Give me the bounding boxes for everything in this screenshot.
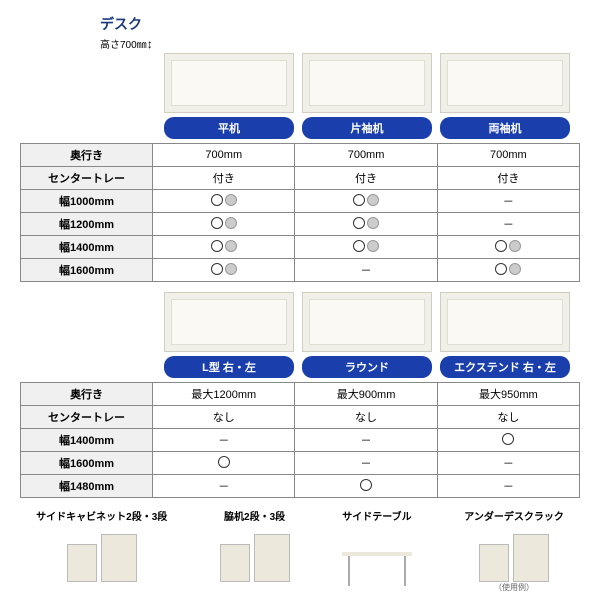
row-label: 幅1480mm — [21, 475, 153, 498]
row-label: 奥行き — [21, 144, 153, 167]
column-pill: 片袖机 — [302, 117, 432, 139]
table-cell: － — [437, 213, 579, 236]
spec-table-2: 奥行き最大1200mm最大900mm最大950mmセンタートレーなしなしなし幅1… — [20, 382, 580, 498]
desk-image — [440, 53, 570, 113]
table-cell: － — [153, 429, 295, 452]
pill-row-1: 平机片袖机両袖机 — [10, 117, 590, 139]
table-cell — [295, 475, 437, 498]
page-title: デスク — [100, 14, 590, 34]
table-cell — [437, 236, 579, 259]
table-cell: － — [295, 452, 437, 475]
table-cell: 付き — [295, 167, 437, 190]
row-label: 幅1000mm — [21, 190, 153, 213]
table-cell: － — [153, 475, 295, 498]
table-cell — [437, 429, 579, 452]
accessory-image — [220, 527, 290, 582]
table-cell — [153, 236, 295, 259]
usage-note: （使用例） — [464, 582, 564, 593]
accessories-row: サイドキャビネット2段・3段 脇机2段・3段 サイドテーブル アンダーデスクラック （使… — [10, 508, 590, 593]
row-label: 奥行き — [21, 383, 153, 406]
accessory-image — [36, 527, 167, 582]
desk-image — [164, 292, 294, 352]
row-label: 幅1400mm — [21, 429, 153, 452]
table-cell: － — [295, 259, 437, 282]
accessory-label: サイドキャビネット2段・3段 — [36, 508, 167, 523]
column-pill: 両袖机 — [440, 117, 570, 139]
accessory-image — [342, 527, 412, 582]
column-pill: ラウンド — [302, 356, 432, 378]
height-label: 高さ700㎜↕ — [100, 36, 590, 51]
table-cell — [153, 190, 295, 213]
table-cell: なし — [295, 406, 437, 429]
table-cell: 付き — [437, 167, 579, 190]
row-label: 幅1400mm — [21, 236, 153, 259]
row-label: 幅1200mm — [21, 213, 153, 236]
table-cell — [153, 452, 295, 475]
table-cell: － — [295, 429, 437, 452]
height-arrow-icon: ↕ — [147, 37, 153, 51]
desk-image — [302, 292, 432, 352]
table-cell: 700mm — [153, 144, 295, 167]
table-cell: 700mm — [295, 144, 437, 167]
table-cell — [153, 213, 295, 236]
table-cell: なし — [153, 406, 295, 429]
pill-row-2: L型 右・左ラウンドエクステンド 右・左 — [10, 356, 590, 378]
desk-images-1 — [10, 53, 590, 113]
row-label: センタートレー — [21, 406, 153, 429]
table-cell: － — [437, 190, 579, 213]
accessory-label: サイドテーブル — [342, 508, 412, 523]
accessory-label: 脇机2段・3段 — [220, 508, 290, 523]
table-cell — [295, 213, 437, 236]
table-cell — [295, 190, 437, 213]
table-cell: 最大1200mm — [153, 383, 295, 406]
accessory-item: アンダーデスクラック （使用例） — [464, 508, 564, 593]
desk-image — [164, 53, 294, 113]
table-cell: 最大900mm — [295, 383, 437, 406]
accessory-item: サイドテーブル — [342, 508, 412, 593]
row-label: センタートレー — [21, 167, 153, 190]
column-pill: エクステンド 右・左 — [440, 356, 570, 378]
table-cell: 最大950mm — [437, 383, 579, 406]
row-label: 幅1600mm — [21, 259, 153, 282]
desk-image — [302, 53, 432, 113]
desk-image — [440, 292, 570, 352]
accessory-item: サイドキャビネット2段・3段 — [36, 508, 167, 593]
table-cell — [437, 259, 579, 282]
table-cell: なし — [437, 406, 579, 429]
row-label: 幅1600mm — [21, 452, 153, 475]
spec-table-1: 奥行き700mm700mm700mmセンタートレー付き付き付き幅1000mm－幅… — [20, 143, 580, 282]
column-pill: 平机 — [164, 117, 294, 139]
table-cell: 700mm — [437, 144, 579, 167]
accessory-image — [464, 527, 564, 582]
table-cell: － — [437, 452, 579, 475]
accessory-label: アンダーデスクラック — [464, 508, 564, 523]
desk-images-2 — [10, 292, 590, 352]
column-pill: L型 右・左 — [164, 356, 294, 378]
table-cell — [295, 236, 437, 259]
table-cell — [153, 259, 295, 282]
table-cell: － — [437, 475, 579, 498]
table-cell: 付き — [153, 167, 295, 190]
accessory-item: 脇机2段・3段 — [220, 508, 290, 593]
